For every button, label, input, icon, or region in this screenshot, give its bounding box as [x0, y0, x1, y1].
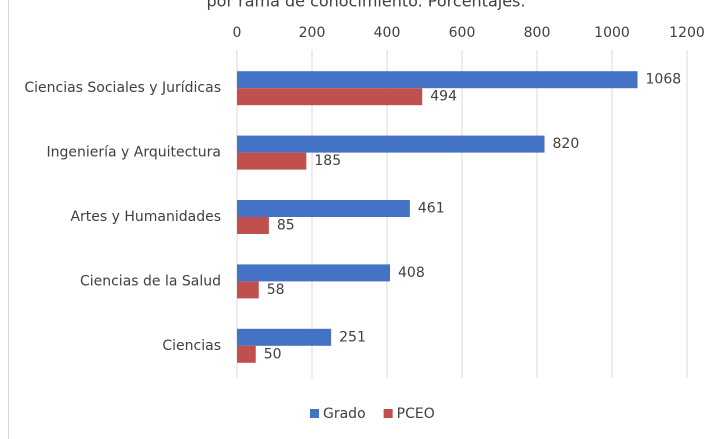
x-tick-label: 0: [233, 25, 242, 41]
chart-frame: [8, 0, 9, 439]
bar: [237, 71, 638, 89]
data-label: 1068: [646, 72, 682, 88]
bar: [237, 345, 256, 363]
data-label: 50: [264, 346, 282, 362]
x-tick-label: 1200: [669, 25, 705, 41]
y-tick-label: Ingeniería y Arquitectura: [46, 145, 221, 161]
x-tick-label: 600: [449, 25, 476, 41]
x-tick-label: 800: [524, 25, 551, 41]
data-label: 185: [314, 153, 341, 169]
bar: [237, 217, 269, 234]
y-tick-label: Ciencias Sociales y Jurídicas: [24, 80, 221, 96]
bar: [237, 152, 307, 170]
bar: [237, 88, 423, 106]
chart-title: por rama de conocimiento. Porcentajes.: [207, 0, 526, 11]
data-label: 251: [339, 329, 366, 345]
legend-swatch: [310, 409, 319, 418]
legend-label: PCEO: [397, 406, 435, 422]
data-label: 85: [277, 218, 295, 234]
y-tick-label: Ciencias de la Salud: [80, 273, 221, 289]
data-label: 461: [418, 201, 445, 217]
data-label: 494: [430, 89, 457, 105]
data-label: 820: [553, 136, 580, 152]
y-tick-label: Artes y Humanidades: [70, 209, 221, 225]
data-label: 58: [267, 282, 285, 298]
legend-label: Grado: [323, 406, 366, 422]
x-tick-label: 400: [374, 25, 401, 41]
bar: [237, 328, 332, 346]
data-label: 408: [398, 265, 425, 281]
y-tick-label: Ciencias: [162, 338, 221, 354]
legend-swatch: [383, 409, 393, 418]
bar: [237, 200, 410, 217]
bar: [237, 264, 390, 282]
x-tick-label: 1000: [594, 25, 630, 41]
bar: [237, 135, 545, 153]
bar: [237, 281, 259, 299]
x-tick-label: 200: [299, 25, 326, 41]
